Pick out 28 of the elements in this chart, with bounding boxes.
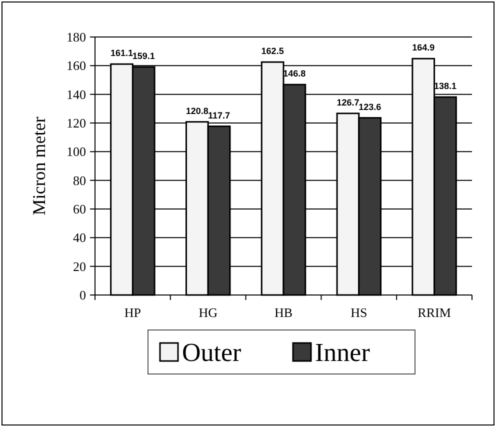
data-label: 146.8 bbox=[283, 68, 306, 79]
data-label: 164.9 bbox=[412, 42, 435, 53]
x-tick-label: HP bbox=[124, 305, 142, 320]
y-tick-label: 0 bbox=[80, 288, 86, 303]
x-tick-label: HB bbox=[274, 305, 293, 320]
y-tick-label: 20 bbox=[73, 258, 86, 274]
y-tick-label: 80 bbox=[73, 172, 86, 188]
legend-label: Outer bbox=[182, 338, 242, 368]
x-tick-label: HG bbox=[198, 305, 218, 320]
data-label: 159.1 bbox=[132, 50, 155, 61]
data-label: 162.5 bbox=[261, 46, 284, 56]
y-tick-label: 40 bbox=[73, 230, 86, 246]
y-tick-label: 120 bbox=[66, 116, 86, 131]
y-tick-label: 160 bbox=[66, 58, 86, 74]
legend-label: Inner bbox=[315, 338, 370, 368]
data-label: 123.6 bbox=[358, 102, 382, 112]
y-tick-label: 140 bbox=[66, 86, 86, 102]
y-axis-title: Micron meter bbox=[29, 116, 49, 216]
data-label: 138.1 bbox=[434, 81, 456, 92]
y-tick-label: 100 bbox=[66, 144, 86, 160]
data-label: 120.8 bbox=[186, 106, 208, 116]
data-label: 161.1 bbox=[110, 48, 134, 58]
x-tick-label: RRIM bbox=[418, 305, 452, 320]
data-label: 126.7 bbox=[336, 97, 360, 108]
y-tick-label: 60 bbox=[73, 202, 86, 217]
x-tick-label: HS bbox=[350, 305, 368, 320]
data-label: 117.7 bbox=[208, 110, 230, 120]
y-tick-label: 180 bbox=[66, 30, 86, 45]
